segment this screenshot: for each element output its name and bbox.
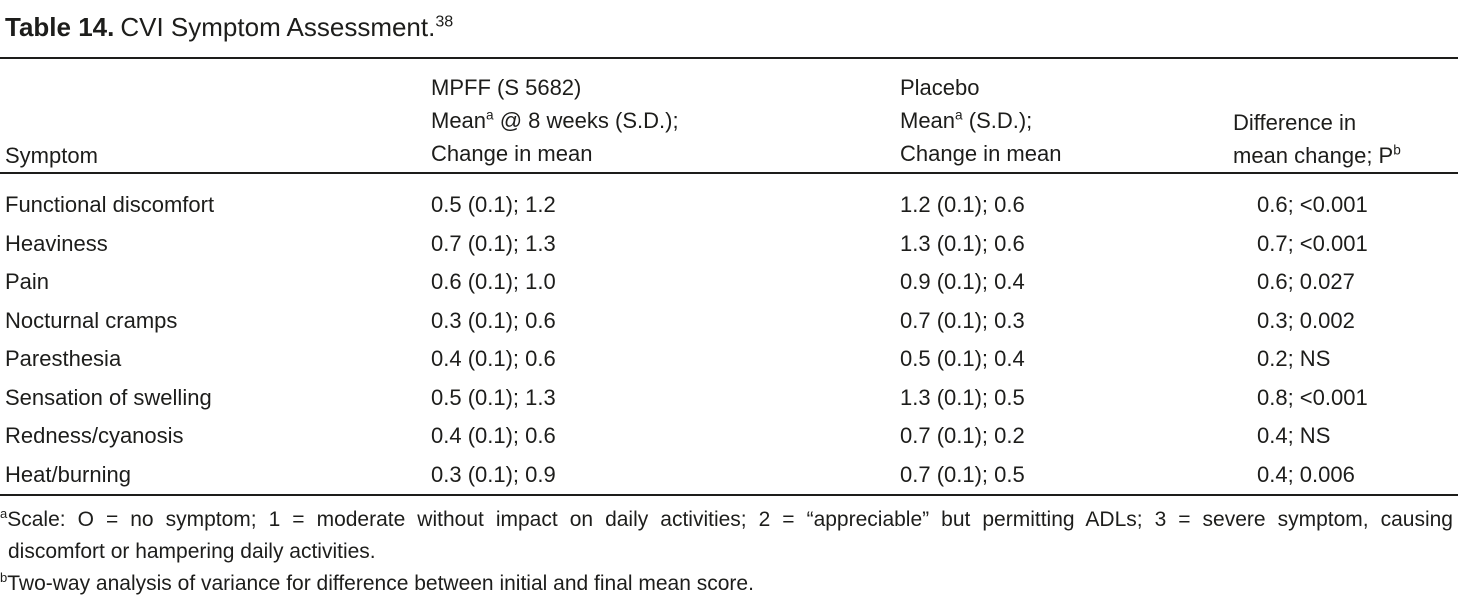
cell-placebo: 1.3 (0.1); 0.5 bbox=[900, 384, 1025, 410]
cell-difference: 0.4; NS bbox=[1257, 423, 1331, 448]
bottom-rule bbox=[0, 494, 1458, 496]
difference-header-line1: Difference in bbox=[1233, 110, 1357, 135]
table-number-label: Table 14. bbox=[5, 12, 115, 42]
cell-symptom: Heat/burning bbox=[5, 461, 131, 487]
cell-difference: 0.6; 0.027 bbox=[1257, 269, 1355, 294]
table-header-row: Symptom MPFF (S 5682) Meana @ 8 weeks (S… bbox=[0, 59, 1458, 172]
cell-mpff: 0.4 (0.1); 0.6 bbox=[431, 346, 556, 371]
cell-mpff: 0.3 (0.1); 0.9 bbox=[431, 461, 556, 487]
table-row: Functional discomfort 0.5 (0.1); 1.2 1.2… bbox=[5, 186, 1458, 225]
cell-placebo: 0.7 (0.1); 0.5 bbox=[900, 461, 1025, 487]
footnote-a-marker: a bbox=[486, 107, 494, 123]
table-row: Redness/cyanosis 0.4 (0.1); 0.6 0.7 (0.1… bbox=[5, 417, 1458, 456]
footnote-a-line1: aScale: O = no symptom; 1 = moderate wit… bbox=[0, 506, 1453, 531]
header-rule bbox=[0, 172, 1458, 174]
placebo-header-line2: Meana (S.D.); bbox=[900, 107, 1033, 133]
difference-header-line2: mean change; Pb bbox=[1233, 142, 1401, 168]
footnote-a-marker: a bbox=[955, 107, 963, 123]
table-title: Table 14. CVI Symptom Assessment.38 bbox=[0, 0, 1458, 57]
table-row: Nocturnal cramps 0.3 (0.1); 0.6 0.7 (0.1… bbox=[5, 302, 1458, 341]
cell-symptom: Pain bbox=[5, 269, 50, 294]
column-header-symptom: Symptom bbox=[5, 143, 98, 168]
cell-difference: 0.8; <0.001 bbox=[1257, 384, 1368, 410]
cell-placebo: 0.7 (0.1); 0.2 bbox=[900, 423, 1025, 448]
mpff-header-line2: Meana @ 8 weeks (S.D.); bbox=[431, 107, 679, 133]
table-body: Functional discomfort 0.5 (0.1); 1.2 1.2… bbox=[0, 174, 1458, 494]
placebo-header-line1: Placebo bbox=[900, 75, 980, 100]
table-row: Heat/burning 0.3 (0.1); 0.9 0.7 (0.1); 0… bbox=[5, 456, 1458, 495]
table-row: Heaviness 0.7 (0.1); 1.3 1.3 (0.1); 0.6 … bbox=[5, 225, 1458, 264]
table-row: Pain 0.6 (0.1); 1.0 0.9 (0.1); 0.4 0.6; … bbox=[5, 263, 1458, 302]
cell-difference: 0.2; NS bbox=[1257, 346, 1331, 371]
cell-symptom: Paresthesia bbox=[5, 346, 122, 371]
cell-mpff: 0.3 (0.1); 0.6 bbox=[431, 307, 556, 333]
cell-mpff: 0.5 (0.1); 1.2 bbox=[431, 192, 556, 217]
footnote-b: bTwo-way analysis of variance for differ… bbox=[0, 570, 754, 595]
cell-symptom: Sensation of swelling bbox=[5, 384, 212, 410]
footnote-a-line2: discomfort or hampering daily activities… bbox=[8, 540, 376, 563]
cell-mpff: 0.4 (0.1); 0.6 bbox=[431, 423, 556, 448]
table-row: Sensation of swelling 0.5 (0.1); 1.3 1.3… bbox=[5, 379, 1458, 418]
footnote-a: aScale: O = no symptom; 1 = moderate wit… bbox=[0, 504, 1458, 568]
footnotes: aScale: O = no symptom; 1 = moderate wit… bbox=[0, 496, 1458, 600]
cell-mpff: 0.5 (0.1); 1.3 bbox=[431, 384, 556, 410]
column-header-difference: Difference in mean change; Pb bbox=[1233, 106, 1458, 172]
cell-difference: 0.3; 0.002 bbox=[1257, 307, 1355, 333]
cell-placebo: 0.7 (0.1); 0.3 bbox=[900, 307, 1025, 333]
footnote-b-marker: b bbox=[1393, 142, 1401, 158]
placebo-header-line3: Change in mean bbox=[900, 141, 1062, 166]
table-row: Paresthesia 0.4 (0.1); 0.6 0.5 (0.1); 0.… bbox=[5, 340, 1458, 379]
mpff-header-line3: Change in mean bbox=[431, 141, 593, 166]
cell-symptom: Nocturnal cramps bbox=[5, 307, 178, 333]
column-header-mpff: MPFF (S 5682) Meana @ 8 weeks (S.D.); Ch… bbox=[431, 71, 900, 172]
footnote-b-marker: b bbox=[0, 570, 8, 585]
column-header-placebo: Placebo Meana (S.D.); Change in mean bbox=[900, 71, 1233, 172]
cell-placebo: 1.3 (0.1); 0.6 bbox=[900, 230, 1025, 256]
cell-mpff: 0.7 (0.1); 1.3 bbox=[431, 230, 556, 256]
footnote-a-marker: a bbox=[0, 506, 8, 521]
mpff-header-line1: MPFF (S 5682) bbox=[431, 75, 582, 100]
cell-symptom: Redness/cyanosis bbox=[5, 423, 184, 448]
cell-symptom: Heaviness bbox=[5, 230, 108, 256]
cell-placebo: 0.5 (0.1); 0.4 bbox=[900, 346, 1025, 371]
cell-placebo: 0.9 (0.1); 0.4 bbox=[900, 269, 1025, 294]
table-title-reference-superscript: 38 bbox=[435, 12, 454, 31]
table-title-text: CVI Symptom Assessment. bbox=[120, 12, 436, 42]
cell-symptom: Functional discomfort bbox=[5, 192, 215, 217]
cell-mpff: 0.6 (0.1); 1.0 bbox=[431, 269, 556, 294]
cell-difference: 0.4; 0.006 bbox=[1257, 461, 1355, 487]
top-rule bbox=[0, 57, 1458, 59]
cell-difference: 0.6; <0.001 bbox=[1257, 192, 1368, 217]
cell-difference: 0.7; <0.001 bbox=[1257, 230, 1368, 256]
cell-placebo: 1.2 (0.1); 0.6 bbox=[900, 192, 1025, 217]
